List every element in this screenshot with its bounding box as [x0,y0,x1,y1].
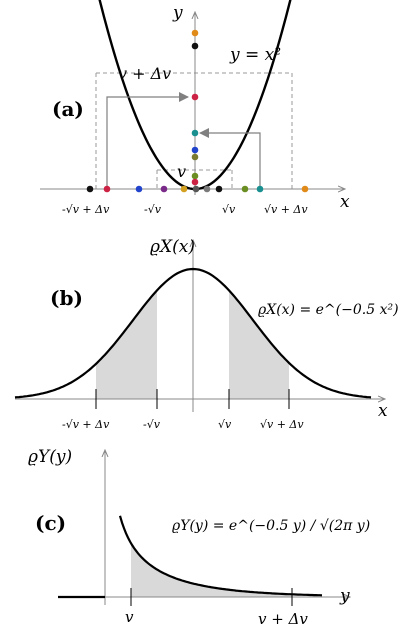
x-tick: -√v [144,203,162,216]
x-sample-dot [301,185,309,193]
shaded-region-left [96,290,157,399]
shaded-region-c [131,543,292,597]
y-sample-dot [191,129,199,137]
y-sample-dot [191,29,199,37]
x-tick: √v + Δv [260,418,304,431]
x-sample-dot [256,185,264,193]
x-tick: √v + Δv [264,203,308,216]
arrow-left-to-y [106,92,189,189]
curve-formula: y = x² [229,45,281,65]
x-tick: -√v + Δv [62,203,110,216]
x-sample-dot [180,185,188,193]
panel-c-x-ticks: v v + Δv [125,608,308,628]
x-tick: √v [218,418,232,431]
x-tick: √v [222,203,236,216]
y-sample-dot [191,93,199,101]
panel-b-label: (b) [50,286,83,310]
x-axis-samples [86,185,309,193]
x-sample-dot [160,185,168,193]
density-formula-c: ϱY(y) = e^(−0.5 y) / √(2π y) [172,518,370,534]
panel-a-y-axis-label: y [172,3,183,23]
gaussian-density-curve [14,267,372,399]
chi-square-density-curve [118,515,323,597]
x-sample-dot [86,185,94,193]
panel-c-x-axis-label: y [339,586,350,606]
y-axis-samples [191,29,199,186]
x-sample-dot [203,185,211,193]
panel-c-y-axis-label: ϱY(y) [28,447,72,467]
panel-a-x-ticks: -√v + Δv -√v √v √v + Δv [62,203,308,216]
x-sample-dot [103,185,111,193]
x-sample-dot [241,185,249,193]
y-sample-dot [191,178,199,186]
panel-a-x-axis-label: x [340,192,350,212]
panel-b-x-axis-label: x [378,401,388,421]
x-sample-dot [135,185,143,193]
panel-b: (b) ϱX(x) x ϱX(x) = e^(−0.5 x²) / √(2π) … [14,237,400,431]
x-tick: -√v + Δv [62,418,110,431]
y-sample-dot [191,172,199,180]
x-tick: v [125,608,134,626]
y-sample-dot [191,146,199,154]
x-tick: -√v [143,418,161,431]
panel-a: (a) y x y = x² v + Δv v -√v + Δv -√v √v … [40,0,350,216]
panel-b-x-ticks: -√v + Δv -√v √v √v + Δv [62,418,304,431]
x-sample-dot [192,185,200,193]
y-sample-dot [191,153,199,161]
panel-c: (c) ϱY(y) y ϱY(y) = e^(−0.5 y) / √(2π y)… [28,447,370,628]
y-sample-dot [191,42,199,50]
panel-b-tick-marks [95,389,290,409]
arrow-right-to-y [199,128,261,189]
density-formula-b: ϱX(x) = e^(−0.5 x²) / √(2π) [258,302,400,318]
panel-a-label: (a) [52,97,84,121]
panel-b-y-axis-label: ϱX(x) [150,237,195,257]
y-band-top-label: v + Δv [118,64,171,83]
panel-c-label: (c) [35,511,66,535]
panel-a-arrows [106,92,261,189]
shaded-region-right [229,290,289,399]
x-tick: v + Δv [258,610,308,628]
y-band-bottom-label: v [177,162,186,181]
x-sample-dot [215,185,223,193]
panel-c-tick-marks [130,588,293,606]
